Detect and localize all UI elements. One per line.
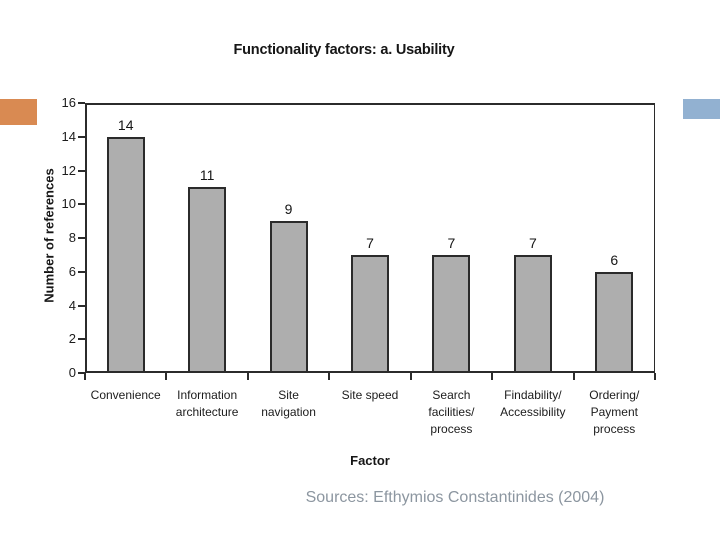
left-accent-bar — [0, 99, 37, 125]
y-tick-label: 2 — [68, 331, 76, 347]
bar-value-label: 14 — [117, 116, 134, 133]
y-tick-mark — [78, 338, 85, 341]
x-tick-mark — [654, 373, 656, 380]
y-tick-mark — [78, 304, 85, 307]
bar-value-label: 9 — [284, 201, 293, 218]
x-category-label: Convenience — [90, 388, 161, 402]
y-tick-mark — [78, 169, 85, 172]
y-tick-mark — [78, 270, 85, 273]
y-tick-label: 14 — [61, 128, 76, 144]
bar-value-label: 7 — [447, 234, 456, 251]
bar-5 — [432, 254, 471, 373]
source-citation: Sources: Efthymios Constantinides (2004) — [305, 489, 605, 506]
bar-7 — [595, 271, 634, 373]
x-tick-mark — [409, 373, 412, 380]
y-tick-label: 8 — [68, 230, 76, 245]
right-accent-bar — [683, 99, 720, 119]
bar-6 — [513, 254, 552, 373]
y-tick-label: 16 — [61, 95, 76, 110]
x-tick-mark — [246, 373, 249, 380]
x-axis-title: Factor — [350, 453, 390, 468]
chart-title: Functionality factors: a. Usability — [233, 42, 455, 58]
y-tick-mark — [78, 203, 85, 206]
y-tick-mark — [78, 102, 85, 104]
x-tick-mark — [328, 373, 331, 380]
bar-2 — [188, 187, 227, 373]
bar-value-label: 7 — [528, 234, 537, 251]
y-tick-label: 10 — [61, 196, 76, 212]
x-category-label: Findability/ Accessibility — [500, 388, 566, 419]
x-category-label: Information architecture — [175, 388, 239, 419]
bar-value-label: 11 — [199, 167, 215, 184]
y-tick-label: 12 — [61, 162, 76, 178]
y-tick-label: 0 — [68, 365, 76, 380]
x-category-label: Site navigation — [261, 388, 316, 419]
x-tick-mark — [491, 373, 494, 380]
x-tick-mark — [84, 373, 86, 380]
x-category-label: Search facilities/ process — [428, 388, 475, 436]
bar-4 — [351, 254, 389, 373]
x-category-label: Ordering/ Payment process — [589, 388, 640, 436]
x-category-label: Site speed — [341, 388, 399, 402]
x-tick-mark — [572, 373, 575, 380]
y-tick-mark — [78, 135, 85, 138]
x-tick-mark — [165, 373, 168, 380]
bar-3 — [269, 221, 308, 373]
bar-1 — [106, 136, 145, 373]
y-tick-label: 4 — [68, 297, 76, 313]
y-tick-mark — [78, 237, 85, 239]
bar-value-label: 7 — [366, 234, 374, 251]
y-tick-label: 6 — [68, 263, 76, 279]
y-tick-mark — [78, 372, 85, 374]
bar-value-label: 6 — [610, 251, 619, 268]
